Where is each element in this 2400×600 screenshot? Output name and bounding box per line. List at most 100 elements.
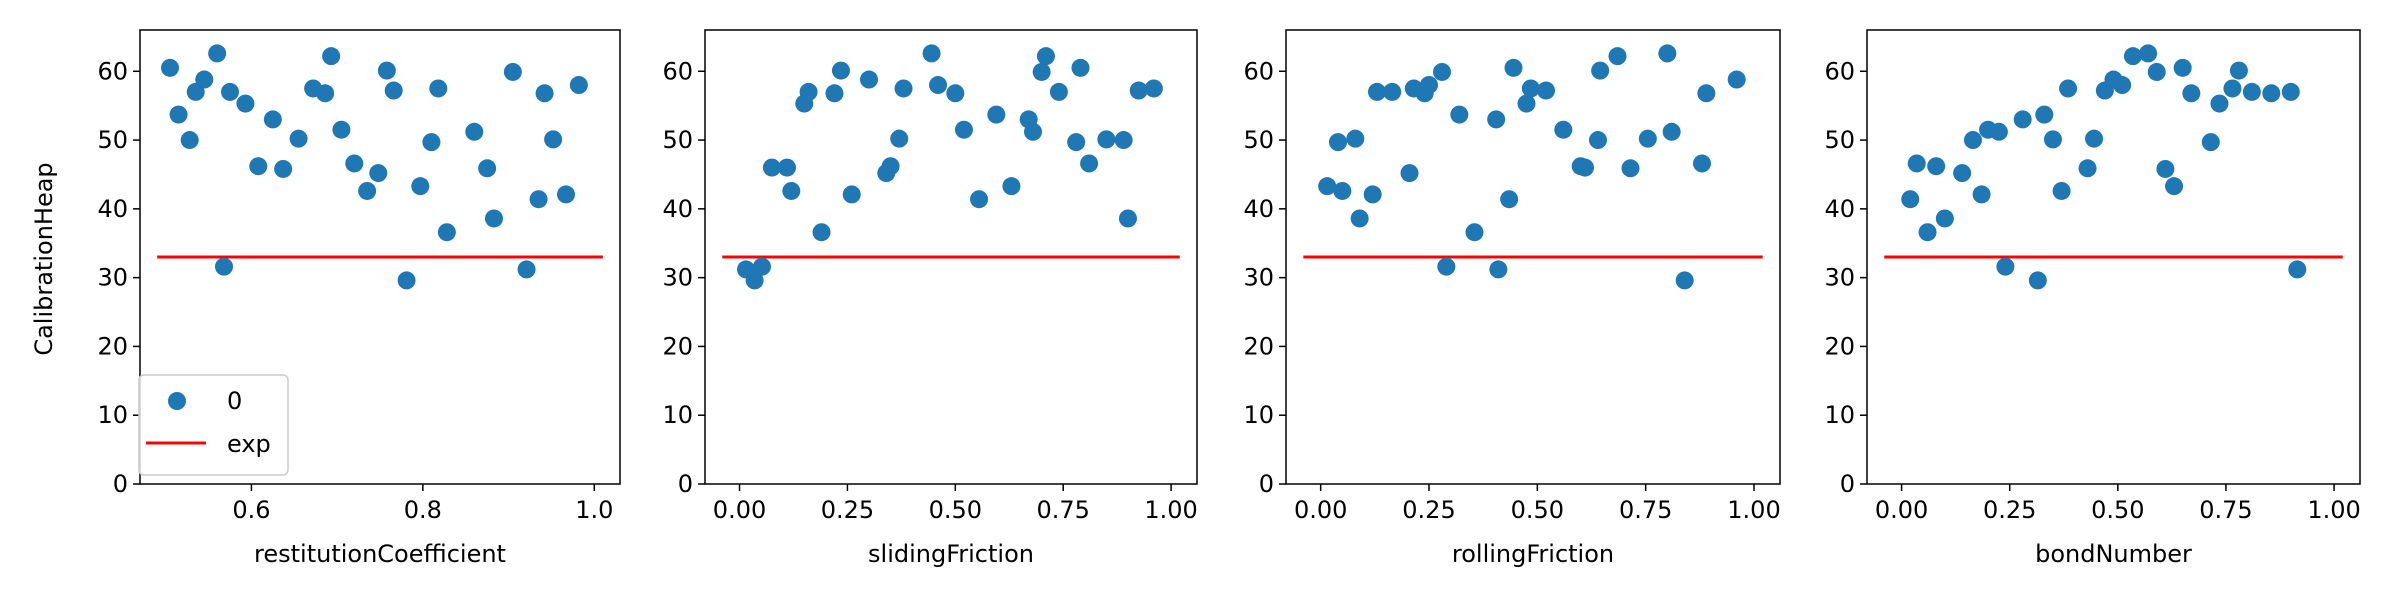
- scatter-point: [1521, 79, 1540, 98]
- scatter-point: [1996, 257, 2015, 276]
- scatter-point: [322, 47, 341, 66]
- scatter-point: [2223, 79, 2242, 98]
- scatter-point: [929, 76, 948, 95]
- scatter-point: [2035, 105, 2054, 124]
- scatter-point: [2123, 47, 2142, 66]
- scatter-point: [1638, 129, 1657, 148]
- scatter-point: [529, 190, 548, 209]
- scatter-point: [1071, 58, 1090, 77]
- scatter-point: [1329, 133, 1347, 152]
- scatter-point: [485, 209, 503, 228]
- x-tick-label: 1.00: [1727, 496, 1780, 524]
- scatter-point: [1953, 164, 1972, 183]
- x-tick-label: 0.50: [1511, 496, 1564, 524]
- y-tick-label: 20: [1243, 332, 1274, 360]
- y-tick-label: 10: [1824, 401, 1855, 429]
- legend-marker-dot: [168, 392, 186, 410]
- y-tick-label: 40: [1243, 195, 1274, 223]
- x-tick-label: 0.75: [1036, 496, 1089, 524]
- scatter-point: [2052, 181, 2071, 200]
- scatter-point: [1963, 131, 1982, 150]
- y-tick-label: 50: [662, 126, 693, 154]
- y-tick-label: 20: [662, 332, 693, 360]
- scatter-point: [1487, 110, 1506, 129]
- scatter-point: [316, 84, 335, 103]
- scatter-point: [1907, 154, 1926, 173]
- y-tick-label: 0: [678, 470, 693, 498]
- scatter-point: [1901, 190, 1920, 209]
- scatter-point: [289, 129, 308, 148]
- scatter-point: [1144, 79, 1163, 98]
- scatter-point: [2139, 44, 2158, 63]
- scatter-point: [881, 157, 900, 176]
- scatter-point: [236, 94, 255, 113]
- scatter-point: [752, 257, 771, 276]
- y-tick-label: 10: [97, 401, 128, 429]
- y-tick-label: 40: [662, 195, 693, 223]
- x-tick-label: 0.00: [1875, 496, 1928, 524]
- scatter-point: [2028, 271, 2047, 290]
- scatter-point: [384, 81, 403, 100]
- scatter-point: [1433, 62, 1451, 81]
- scatter-point: [422, 133, 441, 152]
- scatter-point: [195, 70, 214, 89]
- scatter-point: [1693, 154, 1711, 173]
- scatter-point: [1727, 70, 1746, 89]
- scatter-point: [1363, 185, 1382, 204]
- y-tick-label: 60: [662, 57, 693, 85]
- scatter-point: [1697, 84, 1716, 103]
- scatter-point: [569, 76, 588, 95]
- x-tick-label: 0.25: [1983, 496, 2036, 524]
- x-tick-label: 0.00: [713, 496, 766, 524]
- scatter-point: [1383, 82, 1402, 101]
- scatter-point: [465, 122, 484, 141]
- subplot-rolling-friction: 0 10 20 30 40 50 60 0.00 0.25 0.50 0.75 1.00 rolling…: [1243, 29, 1781, 568]
- scatter-point: [345, 154, 364, 173]
- scatter-point: [860, 70, 878, 89]
- scatter-point: [2156, 159, 2175, 178]
- scatter-point: [437, 223, 456, 242]
- scatter-point: [2210, 94, 2229, 113]
- x-tick-label: 0.75: [2199, 496, 2252, 524]
- scatter-point: [1036, 47, 1055, 66]
- scatter-point: [377, 61, 396, 80]
- x-tick-label: 0.00: [1294, 496, 1347, 524]
- scatter-point: [215, 257, 233, 276]
- scatter-point: [535, 84, 554, 103]
- x-axis-label: slidingFriction: [868, 540, 1034, 568]
- y-tick-label: 0: [1840, 470, 1855, 498]
- scatter-point: [1049, 82, 1068, 101]
- scatter-point: [2078, 159, 2097, 178]
- subplot-restitution-coefficient: 0 10 20 30 40 50 60 0.6 0.8 1.0 restitutionCoeffic…: [97, 29, 621, 568]
- scatter-point: [2165, 177, 2184, 196]
- scatter-point: [2173, 58, 2192, 77]
- scatter-point: [1080, 154, 1099, 173]
- x-axis-label: rollingFriction: [1452, 540, 1614, 568]
- scatter-point: [799, 82, 818, 101]
- scatter-point: [894, 79, 913, 98]
- scatter-point: [208, 44, 227, 63]
- axes-frame: [1285, 29, 1781, 485]
- scatter-point: [2288, 260, 2307, 279]
- y-tick-label: 50: [1824, 126, 1855, 154]
- scatter-point: [890, 129, 909, 148]
- scatter-point: [2182, 84, 2201, 103]
- scatter-point: [745, 271, 764, 290]
- scatter-point: [1067, 133, 1086, 152]
- y-tick-label: 0: [113, 470, 128, 498]
- y-tick-label: 50: [97, 126, 128, 154]
- x-tick-label: 0.75: [1619, 496, 1672, 524]
- scatter-point: [2242, 82, 2261, 101]
- scatter-point: [221, 82, 239, 101]
- y-tick-label: 20: [1824, 332, 1855, 360]
- scatter-point: [842, 185, 861, 204]
- scatter-point: [397, 271, 416, 290]
- scatter-point: [1554, 120, 1573, 139]
- scatter-point: [987, 105, 1006, 124]
- x-tick-label: 1.0: [575, 496, 613, 524]
- scatter-point: [358, 181, 377, 200]
- x-axis-label: bondNumber: [2035, 540, 2192, 568]
- scatter-point: [1621, 159, 1640, 178]
- y-tick-label: 30: [662, 264, 693, 292]
